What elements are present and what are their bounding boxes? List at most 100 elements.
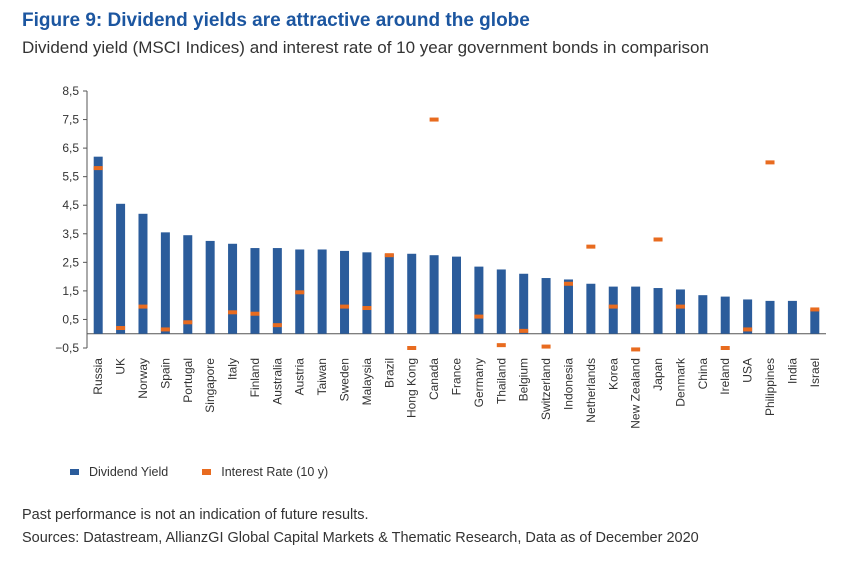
marker-interest-rate xyxy=(743,327,753,332)
marker-interest-rate xyxy=(116,326,126,331)
marker-interest-rate xyxy=(675,304,685,309)
bar-dividend-yield xyxy=(541,278,551,334)
footnote: Past performance is not an indication of… xyxy=(22,507,369,523)
sources-note: Sources: Datastream, AllianzGI Global Ca… xyxy=(22,530,699,546)
marker-interest-rate xyxy=(250,311,260,316)
x-tick-label: Israel xyxy=(808,358,822,387)
y-tick-label: 3,5 xyxy=(62,227,79,241)
legend-label-interest: Interest Rate (10 y) xyxy=(221,465,329,479)
chart-subtitle: Dividend yield (MSCI Indices) and intere… xyxy=(22,38,709,57)
marker-interest-rate xyxy=(474,314,484,319)
dividend-chart: 8,5 7,5 6,5 5,5 4,5 3,5 2,5 1,5 0,5 −0,5 Russia UK N… xyxy=(55,84,826,429)
bar-dividend-yield xyxy=(765,300,775,334)
marker-interest-rate xyxy=(340,304,350,309)
marker-interest-rate xyxy=(295,290,305,295)
marker-interest-rate xyxy=(541,344,551,349)
bar-dividend-yield xyxy=(631,286,641,334)
x-tick-label: Sweden xyxy=(338,358,352,401)
x-tick-label: Brazil xyxy=(382,358,396,388)
marker-interest-rate xyxy=(631,347,641,352)
bar-dividend-yield xyxy=(362,252,372,334)
marker-interest-rate xyxy=(653,237,663,242)
bar-dividend-yield xyxy=(228,243,238,334)
x-tick-label: Ireland xyxy=(718,358,732,395)
y-tick-label: 1,5 xyxy=(62,284,79,298)
x-tick-label: Malaysia xyxy=(360,358,374,406)
bar-dividend-yield xyxy=(720,296,730,334)
marker-interest-rate xyxy=(138,304,148,309)
marker-interest-rate xyxy=(810,307,820,312)
x-tick-label: Korea xyxy=(606,358,620,390)
x-tick-label: Russia xyxy=(91,358,105,395)
marker-interest-rate xyxy=(586,244,596,249)
bar-dividend-yield xyxy=(563,279,573,334)
bar-dividend-yield xyxy=(116,203,126,334)
marker-interest-rate xyxy=(384,253,394,258)
bar-dividend-yield xyxy=(743,299,753,334)
x-tick-label: India xyxy=(785,358,799,384)
x-tick-label: Denmark xyxy=(673,357,687,407)
marker-interest-rate xyxy=(429,117,439,122)
bar-dividend-yield xyxy=(407,253,417,334)
bar-dividend-yield xyxy=(608,286,618,334)
x-tick-label: UK xyxy=(114,358,128,375)
x-tick-label: Netherlands xyxy=(584,358,598,423)
bar-dividend-yield xyxy=(250,248,260,334)
x-tick-label: Portugal xyxy=(181,358,195,403)
x-tick-label: Indonesia xyxy=(561,358,575,410)
y-tick-label: 7,5 xyxy=(62,113,79,127)
legend-swatch-interest xyxy=(202,469,212,475)
marker-interest-rate xyxy=(228,310,238,315)
y-tick-label: 4,5 xyxy=(62,198,79,212)
x-tick-label: Thailand xyxy=(494,358,508,404)
legend-item-dividend: Dividend Yield xyxy=(70,465,168,479)
bar-dividend-yield xyxy=(698,295,708,334)
bar-dividend-yield xyxy=(340,250,350,334)
bar-dividend-yield xyxy=(205,240,215,334)
marker-interest-rate xyxy=(563,281,573,286)
marker-interest-rate xyxy=(608,304,618,309)
x-tick-label: China xyxy=(696,358,710,390)
bar-dividend-yield xyxy=(810,309,820,334)
bar-dividend-yield xyxy=(496,269,506,334)
chart-legend: Dividend Yield Interest Rate (10 y) xyxy=(70,465,328,479)
bar-dividend-yield xyxy=(787,300,797,334)
x-tick-label: Switzerland xyxy=(539,358,553,420)
x-tick-label: Finland xyxy=(248,358,262,397)
x-tick-label: Australia xyxy=(270,358,284,405)
bar-dividend-yield xyxy=(272,248,282,334)
y-tick-label: 0,5 xyxy=(62,312,79,326)
bar-dividend-yield xyxy=(452,256,461,334)
marker-interest-rate xyxy=(362,306,372,311)
x-tick-label: Philippines xyxy=(763,358,777,416)
x-tick-label: Hong Kong xyxy=(405,358,419,418)
x-tick-label: Germany xyxy=(472,358,486,407)
marker-interest-rate xyxy=(519,328,529,333)
x-tick-label: Taiwan xyxy=(315,358,329,395)
legend-swatch-dividend xyxy=(70,469,79,475)
bar-dividend-yield xyxy=(675,289,685,334)
marker-interest-rate xyxy=(496,343,506,348)
bar-dividend-yield xyxy=(384,253,394,334)
bar-dividend-yield xyxy=(586,283,596,334)
bar-dividend-yield xyxy=(317,249,327,334)
marker-interest-rate xyxy=(183,320,193,325)
marker-interest-rate xyxy=(407,346,417,350)
x-tick-label: Norway xyxy=(136,358,150,399)
x-tick-label: Japan xyxy=(651,358,665,391)
y-tick-label: 6,5 xyxy=(62,141,79,155)
x-tick-label: Canada xyxy=(427,358,441,400)
chart-title: Figure 9: Dividend yields are attractive… xyxy=(22,10,530,31)
x-tick-label: New Zealand xyxy=(629,358,643,429)
bar-dividend-yield xyxy=(160,232,170,334)
x-tick-label: France xyxy=(450,358,464,396)
bar-dividend-yield xyxy=(474,266,484,334)
bar-dividend-yield xyxy=(653,288,663,334)
marker-interest-rate xyxy=(160,327,170,332)
y-tick-label: 2,5 xyxy=(62,255,79,269)
x-tick-label: USA xyxy=(741,358,755,383)
y-tick-label: −0,5 xyxy=(55,341,79,355)
x-tick-label: Belgium xyxy=(517,358,531,401)
x-tick-label: Austria xyxy=(293,358,307,396)
y-tick-label: 5,5 xyxy=(62,170,79,184)
